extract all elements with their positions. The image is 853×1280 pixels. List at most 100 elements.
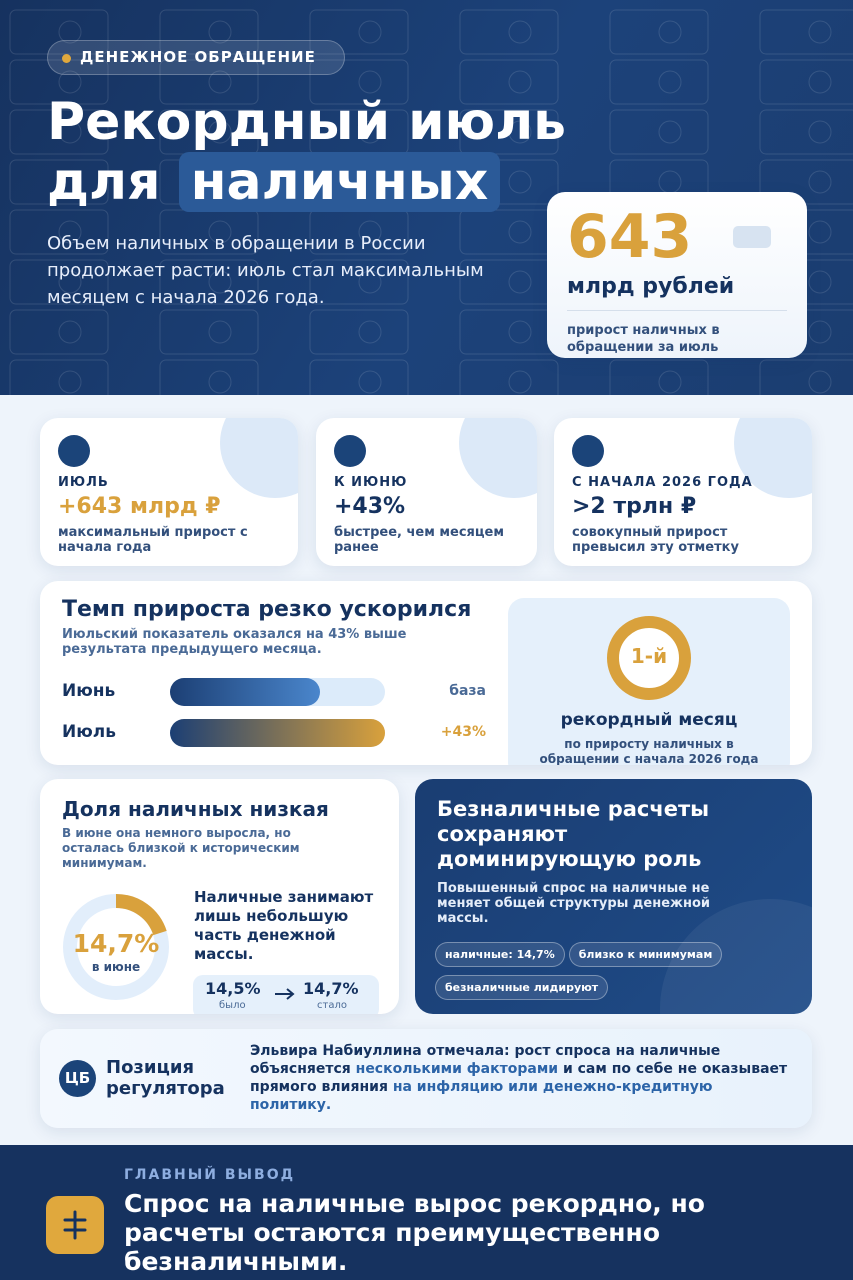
pattern-note — [309, 259, 409, 305]
before-label: было — [219, 1000, 246, 1011]
stat-card: С НАЧАЛА 2026 ГОДА >2 трлн ₽ совокупный пр… — [554, 418, 812, 566]
pattern-note — [9, 159, 109, 205]
pattern-circle — [208, 270, 232, 294]
stat-label: К ИЮНЮ — [334, 475, 408, 490]
cash-icon — [733, 226, 771, 248]
pattern-circle — [358, 370, 382, 394]
conclusion-text: Спрос на наличные вырос рекордно, но рас… — [124, 1189, 705, 1276]
arrow — [275, 988, 295, 1000]
growth-subtitle: Июльский показатель оказался на 43% выше… — [62, 627, 407, 657]
quote-part: и сам по себе не оказывает прямого влиян… — [250, 1061, 788, 1095]
record-title: рекордный месяц — [560, 710, 738, 730]
stat-value: +643 млрд ₽ — [58, 494, 221, 519]
pattern-circle — [658, 70, 682, 94]
share-card: Доля наличных низкая В июне она немного … — [40, 779, 399, 1014]
bar-track — [170, 678, 385, 706]
pattern-note — [609, 359, 709, 395]
pattern-circle — [358, 120, 382, 144]
title-line: для наличных — [47, 152, 501, 212]
pattern-note — [609, 9, 709, 55]
pattern-circle — [208, 70, 232, 94]
pattern-note — [459, 59, 559, 105]
pattern-note — [159, 309, 259, 355]
cashless-card: Безналичные расчеты сохраняют доминирующ… — [415, 779, 812, 1014]
stat-icon — [572, 435, 604, 467]
pattern-circle — [208, 320, 232, 344]
tag-text: ДЕНЕЖНОЕ ОБРАЩЕНИЕ — [80, 48, 316, 66]
pattern-note — [309, 59, 409, 105]
before-value: 14,5% — [205, 979, 261, 998]
pattern-note — [159, 59, 259, 105]
ring — [607, 616, 691, 700]
pattern-note — [159, 9, 259, 55]
pattern-circle — [58, 120, 82, 144]
pattern-note — [759, 9, 853, 55]
chips: наличные: 14,7% близко к минимумам безнали… — [435, 942, 755, 1008]
highlight-value: 643 — [567, 202, 693, 272]
pattern-circle — [658, 370, 682, 394]
pattern-circle — [508, 70, 532, 94]
pattern-note — [759, 59, 853, 105]
blob — [459, 418, 537, 498]
pattern-note — [309, 359, 409, 395]
record-ring — [607, 616, 691, 700]
cashless-subtitle: Повышенный спрос на наличные не меняет о… — [437, 881, 710, 926]
pattern-note — [759, 359, 853, 395]
stat-description: максимальный прирост с начала года — [58, 525, 248, 555]
record-caption: по приросту наличных в обращении с начал… — [539, 737, 759, 765]
pattern-circle — [208, 220, 232, 244]
icon-glyph — [63, 1210, 87, 1240]
chip: близко к минимумам — [568, 942, 723, 967]
pattern-note — [309, 9, 409, 55]
bar-label: Июль — [62, 722, 116, 742]
stat-description: совокупный прирост превысил эту отметку — [572, 525, 739, 555]
highlight-caption: прирост наличных в обращении за июль — [567, 323, 720, 355]
change-box: 14,5% было 14,7% стало — [193, 975, 379, 1014]
pattern-note — [759, 109, 853, 155]
cashless-title: Безналичные расчеты сохраняют доминирующ… — [437, 797, 710, 871]
stat-label: ИЮЛЬ — [58, 475, 109, 490]
pattern-note — [9, 359, 109, 395]
pattern-note — [759, 159, 853, 205]
pattern-circle — [358, 70, 382, 94]
pattern-circle — [808, 320, 832, 344]
bar-fill — [170, 678, 320, 706]
pattern-circle — [358, 20, 382, 44]
chip: безналичные лидируют — [435, 975, 609, 1000]
pattern-note — [609, 59, 709, 105]
subtitle: Объем наличных в обращении в России прод… — [47, 233, 484, 308]
share-text: Наличные занимают лишь небольшую часть д… — [194, 888, 374, 963]
after-value: 14,7% — [303, 979, 359, 998]
bar-track — [170, 719, 385, 747]
pattern-circle — [508, 120, 532, 144]
pattern-note — [159, 359, 259, 395]
pattern-circle — [58, 320, 82, 344]
growth-title: Темп прироста резко ускорился — [62, 597, 472, 622]
pattern-circle — [808, 20, 832, 44]
share-title: Доля наличных низкая — [62, 797, 329, 821]
pattern-circle — [658, 170, 682, 194]
pattern-circle — [808, 120, 832, 144]
pattern-note — [9, 209, 109, 255]
pattern-circle — [508, 370, 532, 394]
pattern-circle — [808, 220, 832, 244]
pattern-circle — [508, 320, 532, 344]
blob — [220, 418, 298, 498]
pattern-circle — [508, 270, 532, 294]
pattern-circle — [808, 170, 832, 194]
stat-card: ИЮЛЬ +643 млрд ₽ максимальный прирост с на… — [40, 418, 298, 566]
regulator-title: Позиция регулятора — [106, 1057, 225, 1099]
pattern-circle — [208, 20, 232, 44]
growth-card: Темп прироста резко ускорился Июльский п… — [40, 581, 812, 765]
pattern-circle — [58, 20, 82, 44]
pattern-note — [9, 259, 109, 305]
title-line: Рекордный июль — [47, 92, 567, 152]
pattern-circle — [58, 70, 82, 94]
pattern-circle — [58, 370, 82, 394]
pattern-circle — [208, 370, 232, 394]
bar-note: +43% — [440, 724, 486, 740]
pattern-circle — [208, 120, 232, 144]
record-card: 1-й рекордный месяц по приросту наличных… — [508, 598, 790, 765]
quote-part: несколькими факторами — [355, 1061, 559, 1077]
highlight-card: 643 млрд рублей прирост наличных в обращ… — [547, 192, 807, 358]
